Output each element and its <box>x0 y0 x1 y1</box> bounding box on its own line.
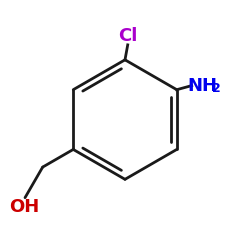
Text: 2: 2 <box>212 82 221 96</box>
Text: OH: OH <box>9 198 40 216</box>
Text: NH: NH <box>187 76 217 94</box>
Text: Cl: Cl <box>118 27 138 45</box>
